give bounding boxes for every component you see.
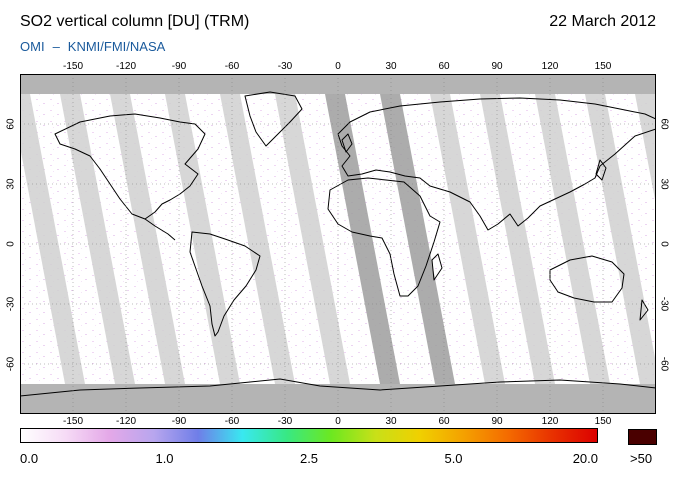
latitude-tick-right: -60 (658, 356, 670, 372)
longitude-tick-bottom: -120 (115, 416, 137, 427)
map-title: SO2 vertical column [DU] (TRM) (20, 13, 250, 30)
orbit-gap-swath (480, 94, 555, 384)
source-credit: OMI – KNMI/FMI/NASA (20, 39, 165, 54)
orbit-gap-swath (20, 94, 85, 384)
longitude-tick-top: -120 (115, 61, 137, 72)
longitude-tick-bottom: 0 (335, 416, 341, 427)
orbit-gap-swath (430, 94, 505, 384)
latitude-tick-left: 60 (5, 118, 17, 130)
source-separator: – (52, 39, 60, 54)
orbit-gap-swaths (20, 94, 656, 384)
latitude-tick-right: -30 (658, 296, 670, 312)
so2-colorbar (20, 428, 598, 443)
longitude-tick-bottom: 60 (438, 416, 450, 427)
coastlines (20, 91, 656, 397)
coastline-british-isles (341, 133, 353, 153)
longitude-tick-bottom: -150 (62, 416, 84, 427)
longitude-tick-bottom: -30 (277, 416, 293, 427)
coastline-north-america (54, 113, 206, 220)
colorbar-tick-label: 0.0 (20, 451, 39, 466)
longitude-tick-bottom: -90 (171, 416, 187, 427)
longitude-tick-top: -90 (171, 61, 187, 72)
graticule (20, 74, 656, 414)
colorbar-overflow-label: >50 (630, 451, 653, 466)
orbit-gap-swath (535, 94, 610, 384)
orbit-gap-swath (60, 94, 135, 384)
orbit-gap-swath (110, 94, 185, 384)
orbit-gap-swath (380, 94, 455, 384)
longitude-tick-bottom: 30 (385, 416, 397, 427)
coastline-japan (595, 159, 607, 181)
longitude-tick-bottom: 90 (491, 416, 503, 427)
coastline-greenland (244, 91, 303, 147)
orbit-gap-swath (165, 94, 240, 384)
source-instrument: OMI (20, 39, 45, 54)
longitude-tick-top: 150 (594, 61, 612, 72)
longitude-tick-bottom: 150 (594, 416, 612, 427)
map-date: 22 March 2012 (549, 13, 656, 30)
longitude-tick-top: 0 (335, 61, 341, 72)
coastline-south-america (189, 231, 261, 337)
latitude-tick-left: 30 (5, 178, 17, 190)
longitude-tick-top: -150 (62, 61, 84, 72)
colorbar-tick-label: 5.0 (444, 451, 463, 466)
colorbar-tick-label: 20.0 (572, 451, 598, 466)
longitude-tick-top: -30 (277, 61, 293, 72)
colorbar-overflow-swatch (628, 429, 657, 445)
orbit-gap-swath (275, 94, 350, 384)
coastline-eurasia (337, 97, 656, 231)
latitude-tick-left: -60 (5, 356, 17, 372)
latitude-tick-right: 30 (658, 178, 670, 190)
longitude-tick-top: 90 (491, 61, 503, 72)
latitude-tick-right: 0 (658, 241, 670, 247)
orbit-gap-swath (635, 94, 656, 205)
coastline-central-america (144, 218, 176, 241)
coastline-antarctica (20, 378, 656, 397)
longitude-tick-top: 120 (541, 61, 559, 72)
coastline-madagascar (431, 253, 443, 281)
latitude-tick-left: 0 (5, 241, 17, 247)
colorbar-gradient (20, 428, 598, 443)
longitude-tick-top: 60 (438, 61, 450, 72)
longitude-tick-bottom: -60 (224, 416, 240, 427)
coastline-australia (549, 255, 625, 303)
latitude-tick-right: 60 (658, 118, 670, 130)
orbit-gap-swath (220, 94, 295, 384)
colorbar-tick-label: 1.0 (155, 451, 174, 466)
longitude-tick-bottom: 120 (541, 416, 559, 427)
so2-world-map (20, 74, 656, 414)
colorbar-tick-label: 2.5 (299, 451, 319, 466)
source-agencies: KNMI/FMI/NASA (67, 39, 166, 54)
coastline-africa (327, 177, 441, 297)
latitude-tick-left: -30 (5, 296, 17, 312)
orbit-gap-swath (325, 94, 400, 384)
coastline-new-zealand (639, 299, 649, 321)
longitude-tick-top: 30 (385, 61, 397, 72)
longitude-tick-top: -60 (224, 61, 240, 72)
map-frame (20, 74, 656, 414)
